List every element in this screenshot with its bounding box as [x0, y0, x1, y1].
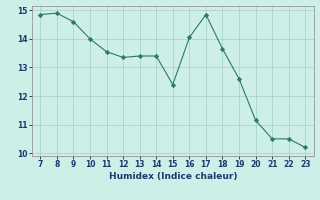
X-axis label: Humidex (Indice chaleur): Humidex (Indice chaleur) [108, 172, 237, 181]
